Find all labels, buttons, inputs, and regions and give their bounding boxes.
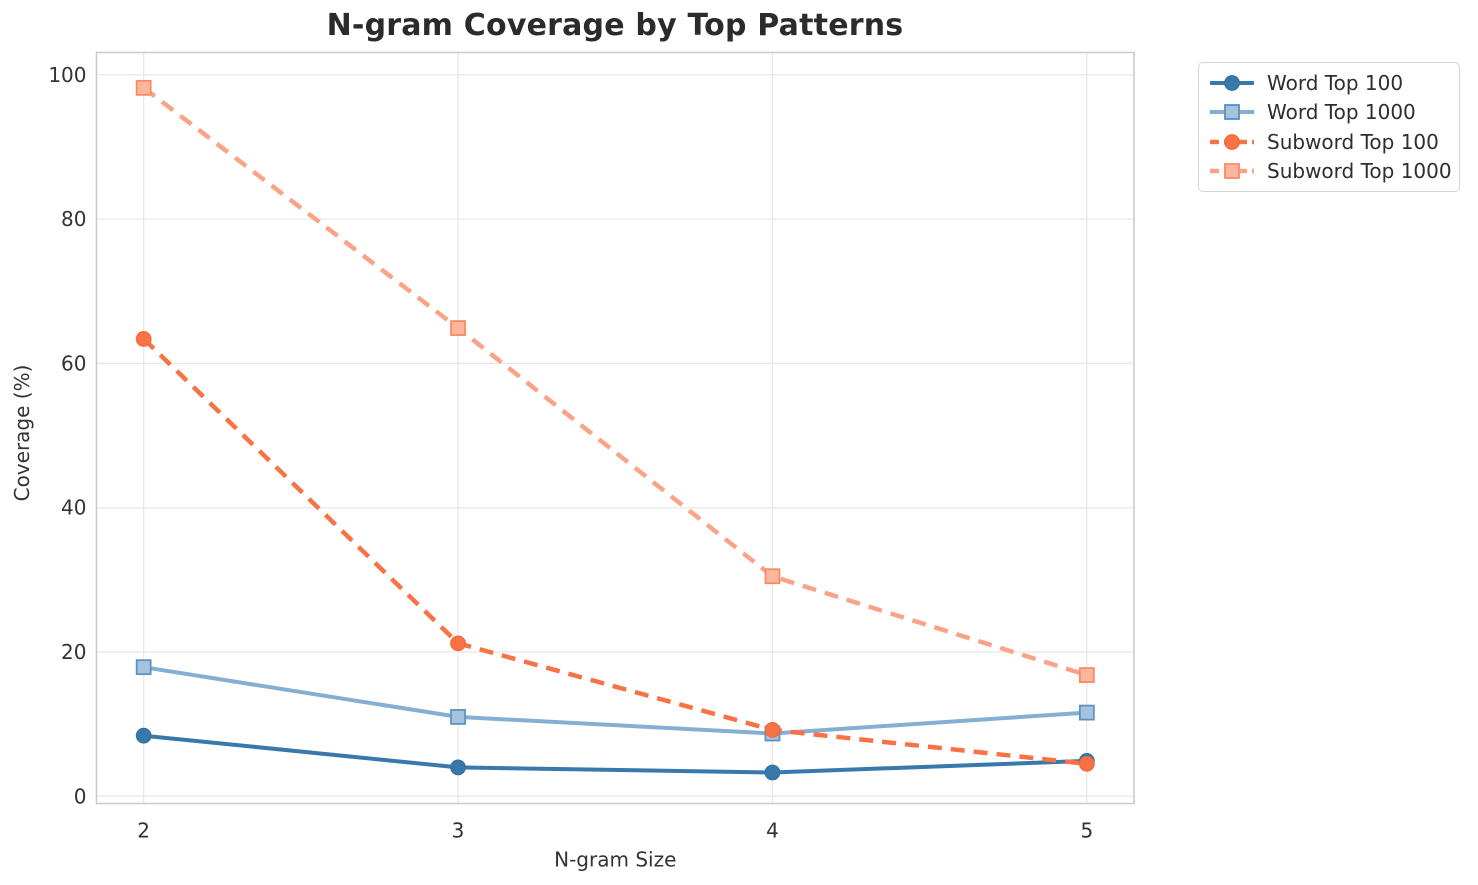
marker-subword-top-1000-x3 <box>450 320 466 336</box>
legend-label: Word Top 1000 <box>1267 100 1416 125</box>
series-line-subword-top-1000 <box>142 86 1088 678</box>
marker-subword-top-1000-x5 <box>1078 667 1095 683</box>
legend-label: Subword Top 100 <box>1267 129 1439 154</box>
legend-item-subword-top-100: Subword Top 100 <box>1208 127 1450 157</box>
marker-word-top-100-x4 <box>764 764 781 781</box>
chart-title: N-gram Coverage by Top Patterns <box>326 8 904 43</box>
legend-swatch-word-top-100 <box>1210 74 1254 91</box>
y-tick-label-60: 60 <box>61 351 86 375</box>
x-tick-label-2: 2 <box>137 819 150 843</box>
legend: Word Top 100 Word Top 1000 Subword Top 100… <box>1198 62 1460 192</box>
marker-word-top-1000-x2 <box>135 659 152 676</box>
legend-swatch-word-top-1000 <box>1210 104 1254 121</box>
marker-word-top-100-x3 <box>450 759 466 776</box>
series-line-subword-top-100 <box>142 337 1088 767</box>
marker-subword-top-100-x3 <box>450 635 466 652</box>
marker-word-top-100-x2 <box>135 727 152 744</box>
legend-swatch-subword-top-1000 <box>1210 163 1254 180</box>
x-axis-label: N-gram Size <box>554 848 676 872</box>
series-line-word-top-100 <box>143 733 1087 775</box>
marker-word-top-1000-x3 <box>450 709 466 725</box>
legend-item-word-top-1000: Word Top 1000 <box>1208 98 1450 128</box>
y-tick-label-40: 40 <box>61 496 86 520</box>
legend-item-subword-top-1000: Subword Top 1000 <box>1208 157 1452 187</box>
x-tick-label-3: 3 <box>452 819 465 843</box>
marker-word-top-1000-x5 <box>1078 704 1095 721</box>
series-line-word-top-1000 <box>143 665 1087 736</box>
marker-subword-top-100-x2 <box>135 331 152 347</box>
marker-subword-top-1000-x4 <box>764 568 781 585</box>
marker-subword-top-100-x5 <box>1078 755 1095 772</box>
x-tick-label-5: 5 <box>1080 819 1093 843</box>
y-tick-label-80: 80 <box>61 207 86 231</box>
marker-subword-top-100-x4 <box>764 722 781 738</box>
y-tick-label-20: 20 <box>61 640 86 664</box>
y-axis-label: Coverage (%) <box>10 365 34 502</box>
marker-subword-top-1000-x2 <box>135 79 152 96</box>
plot-border <box>95 51 1135 805</box>
y-tick-label-100: 100 <box>48 63 86 87</box>
legend-label: Subword Top 1000 <box>1267 159 1452 184</box>
legend-item-word-top-100: Word Top 100 <box>1208 68 1450 98</box>
legend-label: Word Top 100 <box>1267 70 1404 95</box>
x-tick-label-4: 4 <box>766 819 779 843</box>
legend-swatch-subword-top-100 <box>1210 133 1254 150</box>
y-tick-label-0: 0 <box>74 784 87 808</box>
